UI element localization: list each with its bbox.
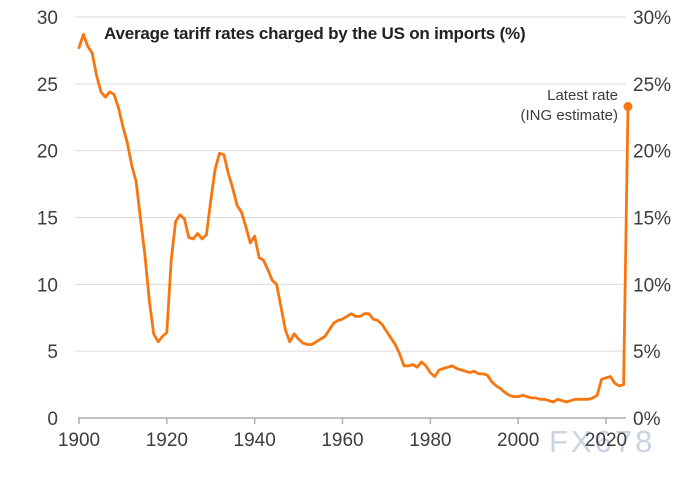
x-tick-label-1900: 1900 (58, 430, 100, 451)
latest-rate-annotation: Latest rate (ING estimate) (520, 86, 618, 126)
tariff-rate-line (77, 33, 630, 404)
latest-rate-annotation-line1: Latest rate (547, 87, 618, 104)
y-tick-label-left-15: 15 (37, 208, 58, 229)
y-tick-label-right-20: 20% (633, 142, 671, 163)
y-tick-label-right-5: 5% (633, 342, 661, 363)
x-tick-label-2000: 2000 (497, 430, 539, 451)
x-tick-label-1960: 1960 (321, 430, 363, 451)
latest-rate-annotation-line2: (ING estimate) (520, 107, 618, 124)
fx678-watermark: FX678 (549, 424, 656, 459)
y-tick-label-left-10: 10 (37, 275, 58, 296)
x-tick-label-1980: 1980 (409, 430, 451, 451)
y-tick-label-left-5: 5 (47, 342, 58, 363)
y-tick-label-right-25: 25% (633, 75, 671, 96)
y-tick-label-right-15: 15% (633, 208, 671, 229)
x-tick-label-1940: 1940 (234, 430, 276, 451)
y-tick-label-right-30: 30% (633, 8, 671, 29)
y-tick-label-left-30: 30 (37, 8, 58, 29)
y-tick-label-left-0: 0 (47, 409, 58, 430)
y-tick-label-right-0: 0% (633, 409, 661, 430)
x-tick-label-2020: 2020 (585, 430, 627, 451)
y-tick-label-left-25: 25 (37, 75, 58, 96)
x-tick-label-1920: 1920 (146, 430, 188, 451)
chart-title: Average tariff rates charged by the US o… (104, 24, 526, 43)
y-tick-label-right-10: 10% (633, 275, 671, 296)
latest-rate-marker (623, 102, 633, 112)
y-tick-label-left-20: 20 (37, 142, 58, 163)
